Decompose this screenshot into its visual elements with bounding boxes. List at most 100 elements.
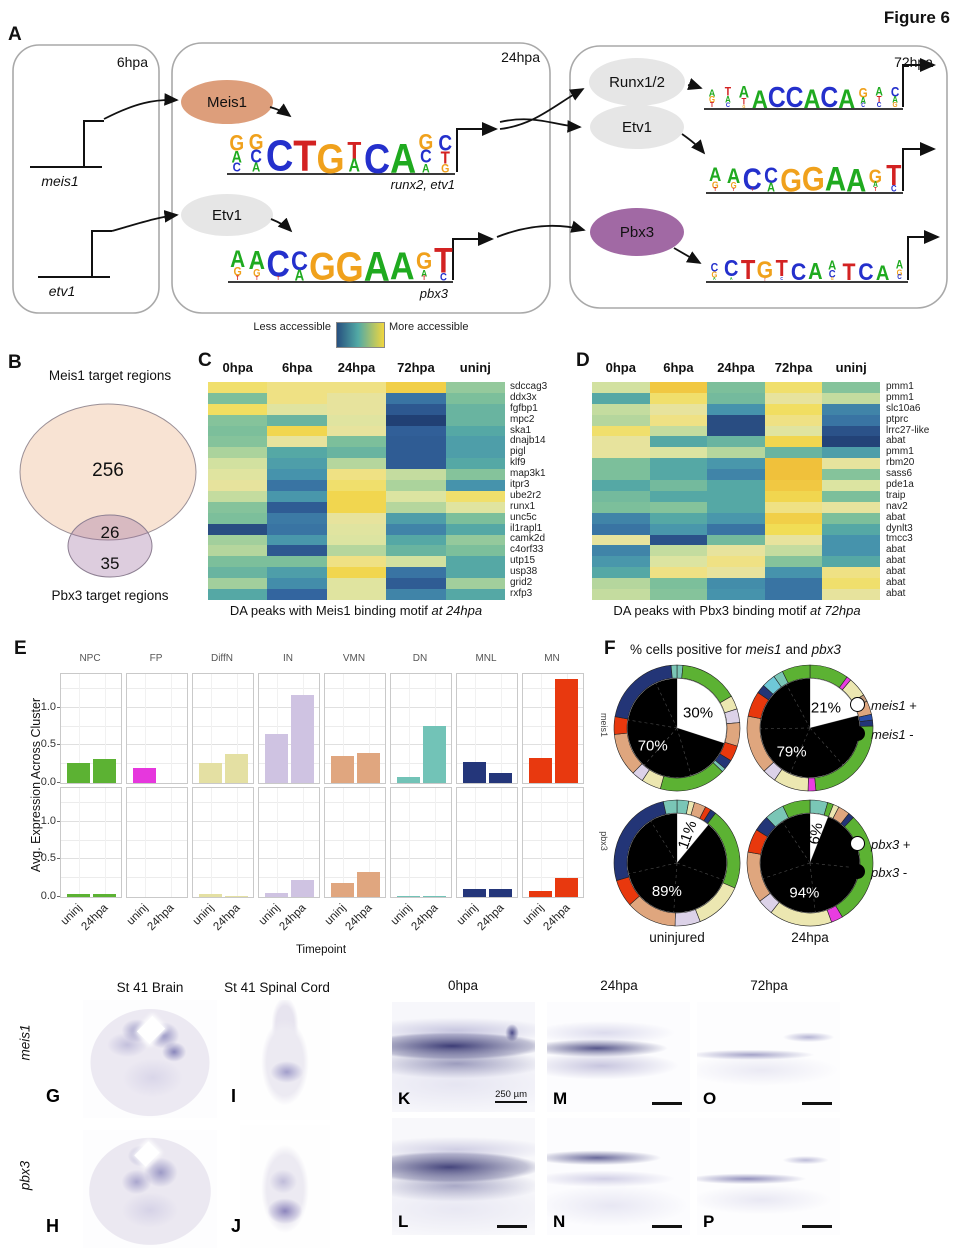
logo-position: G <box>802 162 825 196</box>
facet-DiffN-pbx3 <box>192 787 254 898</box>
heatmap-cell <box>822 436 880 448</box>
bar-IN-pbx3-uninj <box>265 893 288 897</box>
gridline <box>193 820 253 822</box>
scale-bar-m <box>652 1102 682 1105</box>
logo-position: G <box>317 137 345 179</box>
logo-letter: T <box>751 187 754 193</box>
ytick-0.0: 0.0 <box>40 776 56 788</box>
ventricle-shape-g <box>136 1015 166 1045</box>
negative-pct-label: 79% <box>777 744 807 761</box>
logo-letter: A <box>348 156 361 176</box>
heatmap-gene-label: traip <box>886 489 906 501</box>
gridline <box>457 688 517 690</box>
logo-letter: T <box>276 276 280 282</box>
etv1-72-oval <box>590 105 684 149</box>
heatmap-cell <box>707 458 765 470</box>
heatmap-cell <box>386 567 446 579</box>
micrograph-k-tail-meis1-0hpa: K 250 µm <box>392 1002 535 1112</box>
ventricle-shape-h <box>134 1141 160 1167</box>
logo-letter: A <box>875 260 890 285</box>
legend-pbx3-gene2: pbx3 <box>871 865 900 880</box>
gridline-v <box>540 788 542 897</box>
scale-bar-p <box>802 1225 832 1228</box>
venn-diagram: Meis1 target regions 256 26 35 Pbx3 targ… <box>19 368 197 603</box>
heatmap-cell <box>764 447 823 459</box>
ring-segment <box>670 664 678 679</box>
heatmap-gene-label: grid2 <box>510 577 533 589</box>
heatmap-cell <box>707 578 765 590</box>
pie-negative-slice <box>627 813 727 913</box>
gridline <box>259 858 319 860</box>
heatmap-cell <box>649 392 708 404</box>
meis1-oval <box>181 80 273 124</box>
logo-letter: C <box>767 82 786 114</box>
meis1-oval-label: Meis1 <box>207 94 247 111</box>
pie-divider-line <box>809 862 860 869</box>
gridline-v <box>144 788 146 897</box>
gridline <box>523 706 583 708</box>
panel-p-letter: P <box>703 1212 715 1231</box>
bar-NPC-pbx3-24hpa <box>93 894 116 897</box>
heatmap-cell <box>208 469 268 481</box>
heatmap-cell <box>764 392 823 404</box>
gridline-v <box>210 674 212 783</box>
heatmap-cell <box>592 556 650 568</box>
pie-divider-line <box>676 862 724 881</box>
gridline <box>193 688 253 690</box>
box-24hpa <box>171 42 551 314</box>
colorbar-more-label: More accessible <box>389 321 469 333</box>
filled-circle-icon-2 <box>850 864 865 879</box>
heatmap-cell <box>764 425 823 437</box>
micrograph-i-spinal-meis1 <box>240 1000 330 1120</box>
heatmap-cell <box>822 490 880 502</box>
gridline <box>61 763 121 765</box>
logo-position: C <box>790 260 807 284</box>
pbx3-oval <box>590 208 684 256</box>
figure-label: Figure 6 <box>883 8 950 27</box>
logo-letter: A <box>838 83 856 114</box>
ytick-mark <box>57 782 60 783</box>
panel-e-xlabel: Timepoint <box>295 944 347 956</box>
logo-letter: A <box>828 258 837 273</box>
logo-letter: A <box>252 161 261 175</box>
logo-position: A <box>390 137 416 179</box>
heatmap-cell <box>445 567 505 579</box>
heatmap-cell <box>822 523 880 535</box>
facet-NPC-meis1 <box>60 673 122 784</box>
heatmap-cell <box>326 480 387 491</box>
heatmap-cell <box>208 458 268 470</box>
logo-letter: G <box>229 132 245 157</box>
logo-letter: G <box>233 265 242 280</box>
logo-letter: A <box>751 84 768 114</box>
facet-VMN-pbx3 <box>324 787 386 898</box>
logo-position: C <box>266 136 293 179</box>
panel-e-label: E <box>14 638 27 659</box>
pie-positive-slice <box>676 813 709 864</box>
heatmap-cell <box>445 414 505 426</box>
heatmap-cell <box>208 447 268 459</box>
heatmap-gene-label: usp38 <box>510 566 538 578</box>
bar-FP-meis1-uninj <box>133 767 156 783</box>
gridline <box>193 858 253 860</box>
heatmap-gene-label: abat <box>886 555 906 567</box>
heatmap-cell <box>386 545 446 557</box>
target-pbx3-label: pbx3 <box>419 286 448 301</box>
gridline <box>193 877 253 879</box>
gridline <box>325 839 385 841</box>
gridline-v <box>500 788 502 897</box>
heatmap-cell <box>649 567 708 579</box>
heatmap-cell <box>445 589 505 600</box>
gridline <box>523 858 583 860</box>
heatmap-cell <box>822 578 880 590</box>
heatmap-cell <box>822 589 880 600</box>
logo-letter: A <box>803 83 821 114</box>
gridline-v <box>170 788 172 897</box>
pie-divider-line <box>650 820 678 864</box>
gridline-v <box>474 674 476 783</box>
ring-segment <box>807 777 817 792</box>
